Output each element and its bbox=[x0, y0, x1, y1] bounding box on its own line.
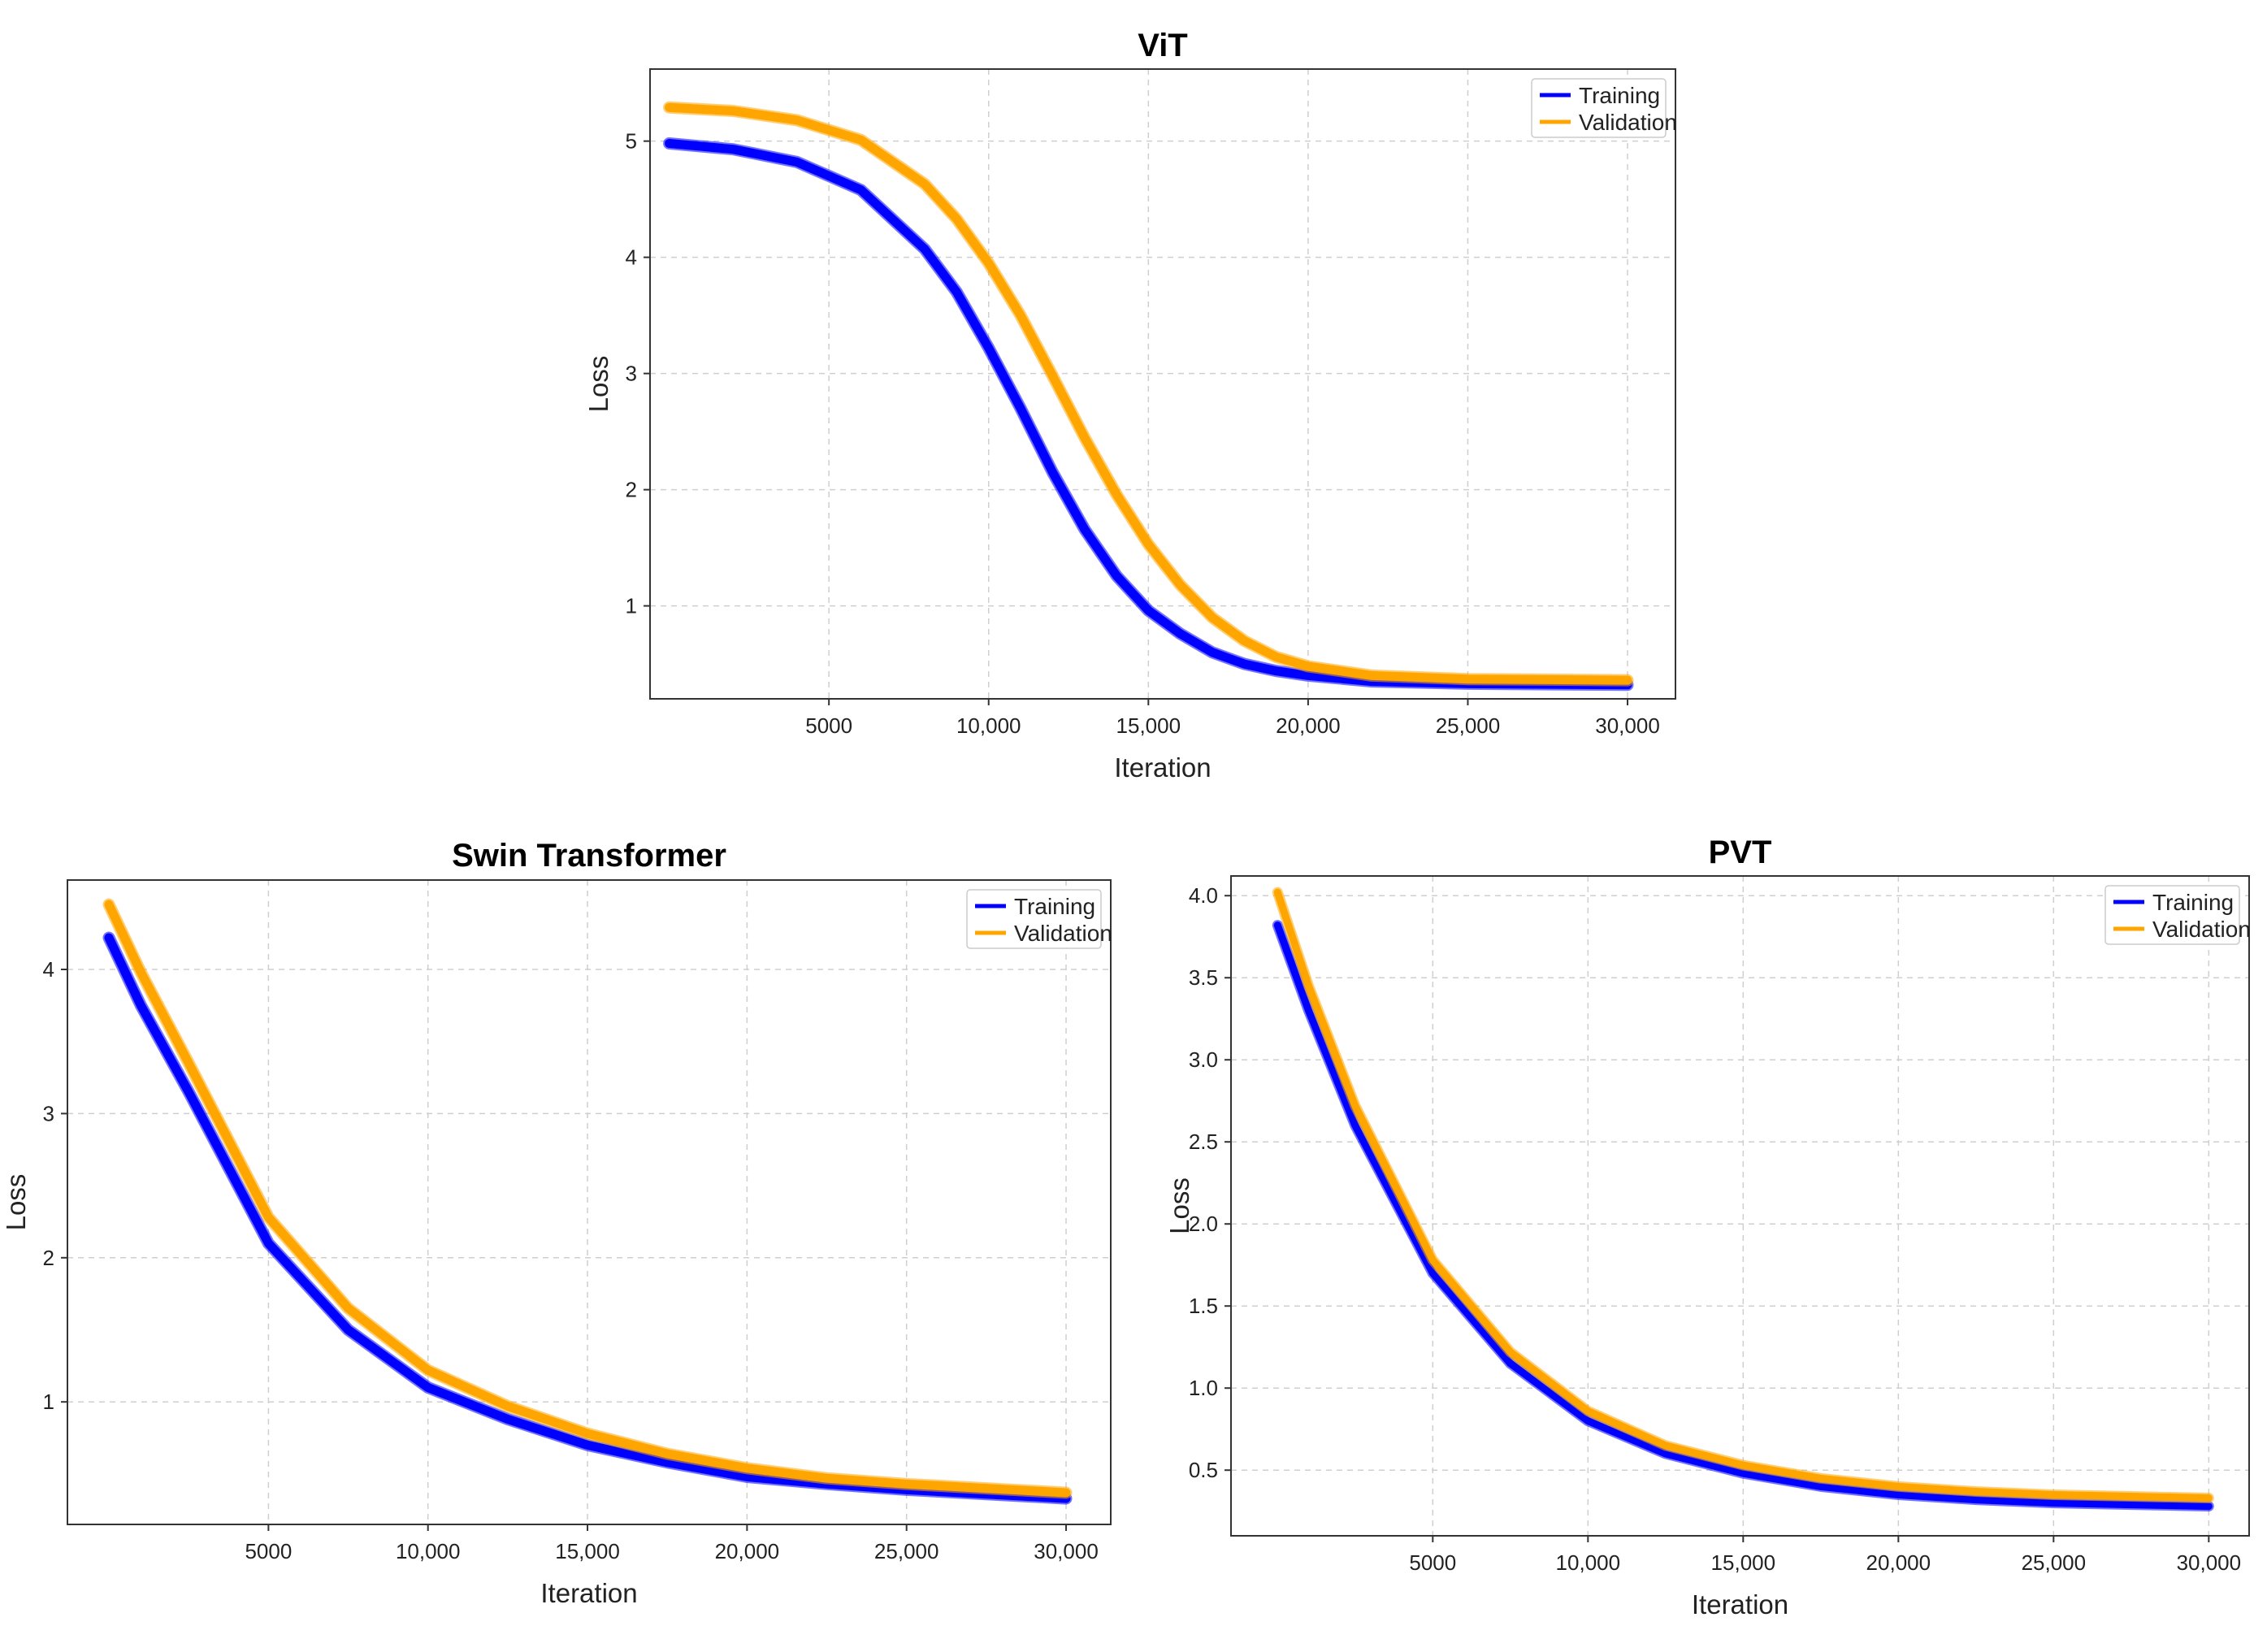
legend-label-validation: Validation bbox=[1579, 110, 1677, 135]
plot-frame bbox=[649, 68, 1676, 700]
x-tick-label: 25,000 bbox=[2022, 1550, 2087, 1575]
y-tick-label: 3 bbox=[43, 1101, 54, 1125]
series-band-validation bbox=[102, 898, 1073, 1499]
x-tick-label: 30,000 bbox=[2177, 1550, 2242, 1575]
y-tick-label: 2 bbox=[626, 478, 637, 502]
x-axis-label: Iteration bbox=[1692, 1589, 1788, 1619]
y-tick-label: 3.5 bbox=[1189, 965, 1218, 990]
chart-panel-1: 5000 10,000 15,000 20,000 25,000 30,000 1 2 3 4 Sw… bbox=[1, 838, 1112, 1608]
y-tick-label: 1 bbox=[43, 1390, 54, 1414]
y-axis-label: Loss bbox=[1164, 1177, 1194, 1234]
x-tick-label: 5000 bbox=[805, 713, 852, 738]
legend-label-validation: Validation bbox=[1014, 921, 1112, 946]
y-tick-label: 1.5 bbox=[1189, 1294, 1218, 1318]
legend-label-training: Training bbox=[1014, 894, 1095, 919]
series-band-validation bbox=[1272, 887, 2214, 1503]
y-tick-label: 3.0 bbox=[1189, 1047, 1218, 1072]
y-tick-label: 5 bbox=[626, 129, 637, 154]
x-axis-label: Iteration bbox=[540, 1578, 637, 1608]
x-tick-label: 15,000 bbox=[555, 1539, 620, 1563]
x-tick-label: 5000 bbox=[1409, 1550, 1456, 1575]
y-tick-label: 2.0 bbox=[1189, 1212, 1218, 1236]
x-tick-label: 25,000 bbox=[874, 1539, 939, 1563]
x-tick-label: 10,000 bbox=[956, 713, 1021, 738]
series-band-training bbox=[663, 137, 1634, 692]
x-tick-label: 15,000 bbox=[1116, 713, 1181, 738]
x-tick-label: 30,000 bbox=[1595, 713, 1660, 738]
y-tick-label: 1.0 bbox=[1189, 1376, 1218, 1400]
chart-title: ViT bbox=[1138, 28, 1188, 63]
legend-label-validation: Validation bbox=[2152, 917, 2251, 942]
x-tick-label: 20,000 bbox=[1276, 713, 1341, 738]
chart-panel-2: 5000 10,000 15,000 20,000 25,000 30,000 0.5 1.0… bbox=[1164, 835, 2251, 1619]
legend-label-training: Training bbox=[2152, 890, 2234, 915]
series-band-training bbox=[1272, 920, 2214, 1512]
x-tick-label: 25,000 bbox=[1436, 713, 1501, 738]
x-tick-label: 30,000 bbox=[1034, 1539, 1099, 1563]
plot-frame bbox=[67, 879, 1112, 1525]
y-tick-label: 4.0 bbox=[1189, 883, 1218, 908]
y-tick-label: 2 bbox=[43, 1246, 54, 1270]
y-axis-label: Loss bbox=[1, 1174, 31, 1231]
x-tick-label: 15,000 bbox=[1711, 1550, 1776, 1575]
y-tick-label: 2.5 bbox=[1189, 1130, 1218, 1154]
x-tick-label: 20,000 bbox=[1866, 1550, 1931, 1575]
y-tick-label: 4 bbox=[43, 957, 54, 982]
chart-panel-0: 5000 10,000 15,000 20,000 25,000 30,000 1 2 3 4 5 V… bbox=[583, 28, 1677, 783]
x-axis-label: Iteration bbox=[1114, 752, 1211, 783]
chart-title: Swin Transformer bbox=[452, 838, 726, 874]
y-tick-label: 3 bbox=[626, 362, 637, 386]
y-tick-label: 1 bbox=[626, 594, 637, 618]
chart-title: PVT bbox=[1709, 835, 1772, 870]
y-axis-label: Loss bbox=[583, 356, 613, 413]
y-tick-label: 0.5 bbox=[1189, 1458, 1218, 1482]
plot-frame bbox=[1230, 875, 2250, 1537]
series-band-validation bbox=[663, 101, 1634, 687]
legend-label-training: Training bbox=[1579, 83, 1660, 108]
x-tick-label: 5000 bbox=[245, 1539, 292, 1563]
x-tick-label: 10,000 bbox=[1556, 1550, 1621, 1575]
y-tick-label: 4 bbox=[626, 245, 637, 270]
x-tick-label: 10,000 bbox=[396, 1539, 461, 1563]
x-tick-label: 20,000 bbox=[715, 1539, 780, 1563]
